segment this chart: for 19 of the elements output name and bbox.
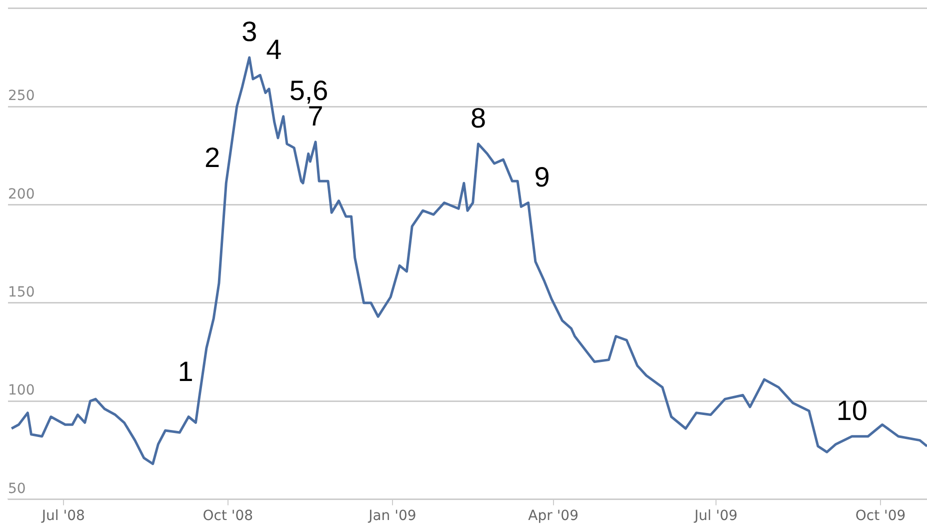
annotation: 8 <box>470 102 486 134</box>
annotation: 10 <box>836 395 868 426</box>
y-tick-label: 150 <box>8 284 35 301</box>
x-tick-label: Oct '08 <box>202 508 254 524</box>
annotation: 4 <box>266 34 282 65</box>
annotation: 9 <box>534 161 550 192</box>
y-tick-label: 100 <box>8 382 35 399</box>
annotation: 5,6 <box>289 75 328 106</box>
x-tick-label: Jul '09 <box>694 508 738 524</box>
annotation: 1 <box>178 356 194 387</box>
x-tick-label: Apr '09 <box>528 508 578 524</box>
y-tick-label: 250 <box>8 88 35 104</box>
x-tick-label: Jan '09 <box>368 508 416 524</box>
annotation: 3 <box>242 16 258 48</box>
x-tick-label: Oct '09 <box>855 508 906 524</box>
y-tick-label: 200 <box>8 186 35 202</box>
y-tick-label: 50 <box>8 480 26 497</box>
x-tick-label: Jul '08 <box>40 508 85 524</box>
annotation: 2 <box>204 142 220 173</box>
